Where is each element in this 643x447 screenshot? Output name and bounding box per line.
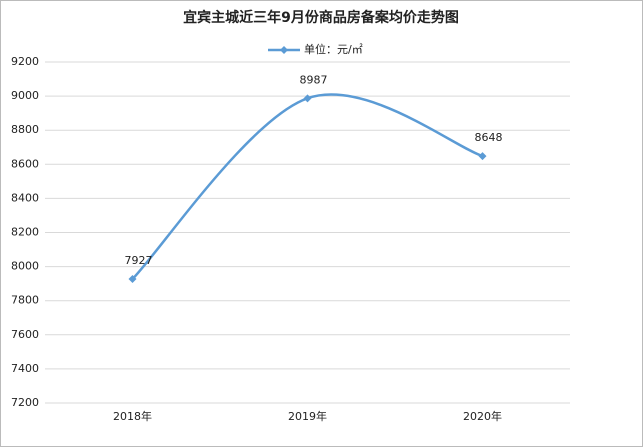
legend-label: 单位：元/㎡ bbox=[304, 42, 363, 56]
y-tick-label: 8200 bbox=[11, 226, 39, 239]
y-tick-label: 8800 bbox=[11, 123, 39, 136]
y-tick-label: 9000 bbox=[11, 89, 39, 102]
y-tick-label: 9200 bbox=[11, 55, 39, 68]
data-point bbox=[478, 152, 487, 161]
y-tick-label: 7200 bbox=[11, 396, 39, 409]
data-point bbox=[128, 275, 137, 284]
x-tick-label: 2019年 bbox=[288, 409, 327, 423]
data-point bbox=[303, 94, 312, 103]
y-tick-label: 8400 bbox=[11, 191, 39, 204]
y-tick-label: 8000 bbox=[11, 260, 39, 273]
x-tick-label: 2018年 bbox=[113, 409, 152, 423]
data-label: 8987 bbox=[300, 73, 328, 86]
y-tick-label: 7800 bbox=[11, 294, 39, 307]
x-tick-label: 2020年 bbox=[463, 409, 502, 423]
data-label: 8648 bbox=[475, 131, 503, 144]
chart-title: 宜宾主城近三年9月份商品房备案均价走势图 bbox=[183, 9, 459, 26]
y-tick-label: 7400 bbox=[11, 362, 39, 375]
y-tick-label: 8600 bbox=[11, 157, 39, 170]
y-tick-label: 7600 bbox=[11, 328, 39, 341]
data-label: 7927 bbox=[125, 254, 153, 267]
legend-marker bbox=[280, 46, 288, 54]
